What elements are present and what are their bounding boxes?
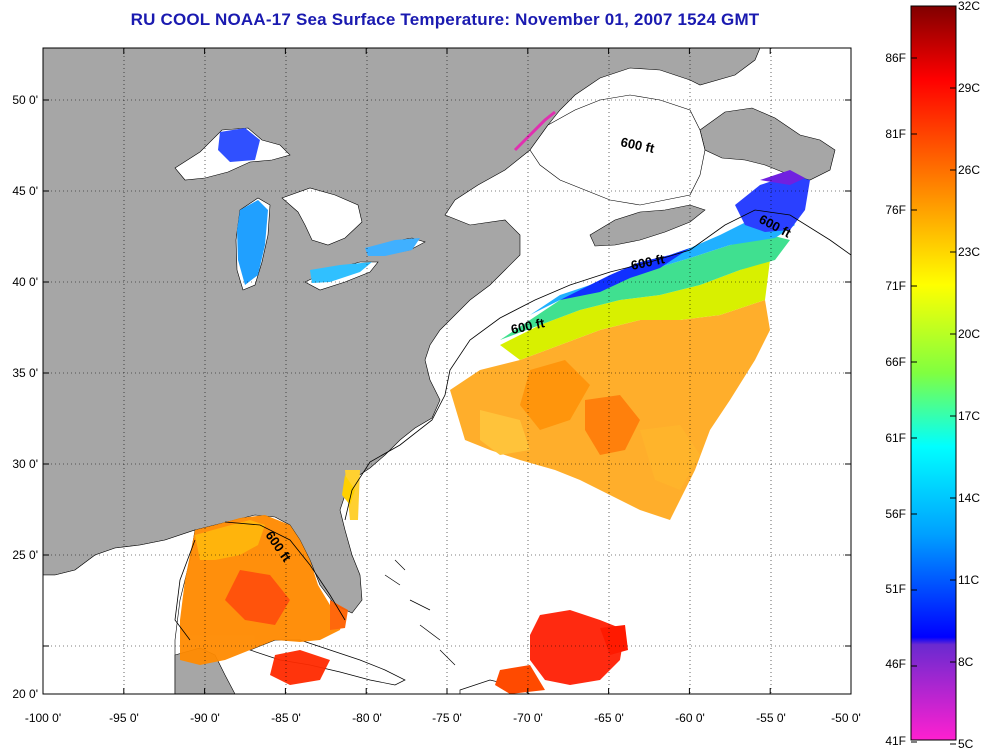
lat-tick-label: 50 0' — [12, 93, 38, 107]
colorbar-c-label: 20C — [958, 327, 980, 341]
lon-tick-label: -85 0' — [271, 711, 301, 725]
sst-st-lawrence-streak — [513, 110, 556, 152]
lat-tick-label: 30 0' — [12, 457, 38, 471]
lon-tick-label: -90 0' — [190, 711, 220, 725]
map-title: RU COOL NOAA-17 Sea Surface Temperature:… — [130, 10, 760, 29]
lon-tick-label: -80 0' — [352, 711, 382, 725]
axis-tick-marks — [42, 48, 852, 694]
lat-tick-label: 35 0' — [12, 366, 38, 380]
sst-great-lakes — [218, 128, 420, 285]
sst-caribbean — [495, 610, 628, 694]
sst-gulf-stream-band — [500, 170, 810, 360]
colorbar-ticks — [911, 5, 956, 745]
colorbar-c-label: 14C — [958, 491, 980, 505]
colorbar-f-label: 86F — [885, 51, 906, 65]
landmass-nova-scotia — [589, 204, 706, 247]
lon-tick-label: -95 0' — [109, 711, 139, 725]
lat-tick-label: 20 0' — [12, 687, 38, 701]
colorbar-f-label: 56F — [885, 507, 906, 521]
isobath-label: 600 ft — [510, 315, 547, 337]
colorbar-c-label: 29C — [958, 81, 980, 95]
map-gridlines — [43, 48, 851, 694]
colorbar-f-label: 41F — [885, 734, 906, 748]
sst-gulf-of-mexico — [180, 515, 348, 685]
lon-tick-label: -55 0' — [756, 711, 786, 725]
colorbar-c-label: 32C — [958, 0, 980, 13]
colorbar-c-label: 23C — [958, 245, 980, 259]
colorbar-f-label: 81F — [885, 127, 906, 141]
landmass-newfoundland — [699, 107, 836, 181]
isobath-label: 600 ft — [630, 251, 667, 273]
sst-atlantic-shelf — [342, 470, 360, 520]
colorbar-f-label: 46F — [885, 657, 906, 671]
colorbar-c-label: 11C — [958, 573, 979, 587]
lon-tick-label: -75 0' — [432, 711, 462, 725]
colorbar-c-label: 8C — [958, 655, 974, 669]
isobath-label: 600 ft — [619, 134, 656, 156]
longitude-axis: -100 0' -95 0' -90 0' -85 0' -80 0' -75 … — [25, 711, 861, 725]
colorbar-f-label: 51F — [885, 582, 906, 596]
lake-huron — [281, 187, 363, 246]
colorbar-f-label: 66F — [885, 355, 906, 369]
colorbar-celsius-labels: 32C 29C 26C 23C 20C 17C 14C 11C 8C 5C — [958, 0, 980, 751]
isobath-600ft-line — [174, 209, 851, 641]
colorbar — [910, 5, 957, 741]
gulf-of-st-lawrence — [529, 94, 706, 206]
colorbar-f-label: 76F — [885, 203, 906, 217]
colorbar-c-label: 17C — [958, 409, 980, 423]
bahamas-islands — [384, 559, 456, 666]
colorbar-fahrenheit-labels: 86F 81F 76F 71F 66F 61F 56F 51F 46F 41F — [885, 51, 906, 748]
lon-tick-label: -70 0' — [513, 711, 543, 725]
lon-tick-label: -50 0' — [831, 711, 861, 725]
latitude-axis: 50 0' 45 0' 40 0' 35 0' 30 0' 25 0' 20 0… — [12, 93, 38, 701]
lon-tick-label: -60 0' — [675, 711, 705, 725]
lat-tick-label: 40 0' — [12, 275, 38, 289]
colorbar-c-label: 26C — [958, 163, 980, 177]
colorbar-f-label: 71F — [885, 279, 906, 293]
lon-tick-label: -65 0' — [594, 711, 624, 725]
colorbar-f-label: 61F — [885, 431, 906, 445]
lat-tick-label: 25 0' — [12, 548, 38, 562]
lon-tick-label: -100 0' — [25, 711, 61, 725]
colorbar-c-label: 5C — [958, 737, 974, 751]
lat-tick-label: 45 0' — [12, 184, 38, 198]
